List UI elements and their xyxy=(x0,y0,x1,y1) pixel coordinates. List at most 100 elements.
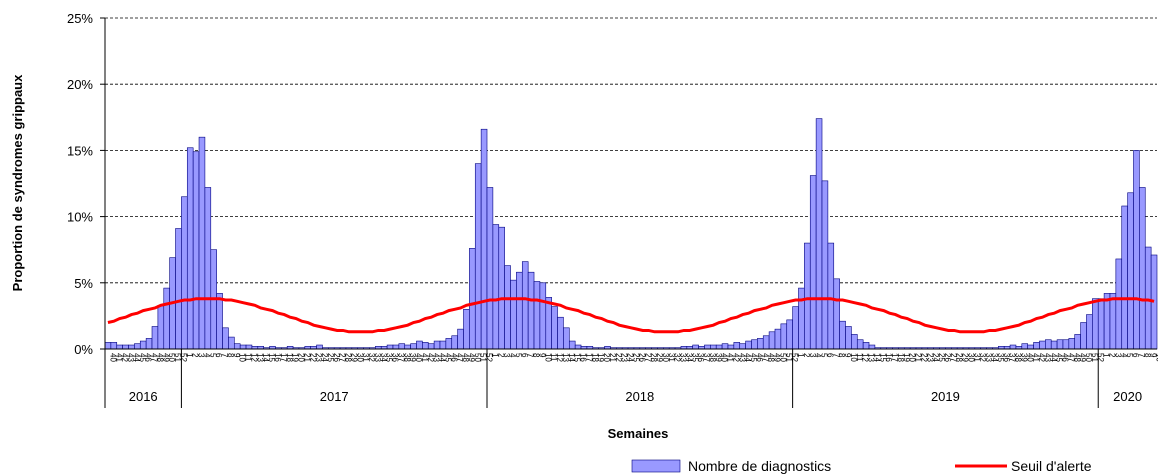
bar xyxy=(204,187,212,350)
bar xyxy=(198,136,206,350)
legend-label: Nombre de diagnostics xyxy=(688,458,831,474)
bar xyxy=(774,328,782,350)
legend-label: Seuil d'alerte xyxy=(1011,458,1092,474)
x-tick-label: 13 xyxy=(867,353,876,362)
bar xyxy=(433,340,441,350)
x-tick-label: 25 xyxy=(326,353,335,362)
bar xyxy=(533,281,541,350)
x-tick-label: 4 xyxy=(202,353,211,358)
bar xyxy=(134,343,141,350)
x-tick-label: 41 xyxy=(1031,353,1040,362)
bar xyxy=(751,339,758,350)
year-label: 2019 xyxy=(931,389,960,404)
bar xyxy=(1127,192,1134,350)
x-tick-label: 16 xyxy=(579,353,588,362)
bar xyxy=(551,306,558,350)
x-tick-label: 15 xyxy=(573,353,582,362)
x-tick-label: 43 xyxy=(1043,353,1052,362)
x-tick-label: 46 xyxy=(449,353,458,362)
bar xyxy=(233,343,241,350)
x-tick-label: 28 xyxy=(649,353,658,362)
x-tick-label: 50 xyxy=(778,353,787,362)
y-tick-label: 15% xyxy=(67,143,93,158)
x-tick-label: 44 xyxy=(743,353,752,362)
x-tick-label: 2 xyxy=(802,353,811,358)
bar xyxy=(733,342,741,350)
x-tick-label: 44 xyxy=(132,353,141,362)
x-tick-label: 49 xyxy=(1078,353,1087,362)
x-tick-label: 10 xyxy=(849,353,858,362)
alert-line xyxy=(107,297,1155,334)
x-tick-label: 48 xyxy=(1072,353,1081,362)
bar xyxy=(809,175,817,350)
x-tick-label: 52 xyxy=(179,353,188,362)
x-tick-label: 52 xyxy=(790,353,799,362)
x-tick-label: 2 xyxy=(1108,353,1117,358)
x-tick-label: 49 xyxy=(161,353,170,362)
x-tick-label: 31 xyxy=(361,353,370,362)
x-tick-label: 22 xyxy=(614,353,623,362)
x-tick-label: 26 xyxy=(943,353,952,362)
x-tick-label: 3 xyxy=(197,353,206,358)
x-tick-label: 19 xyxy=(596,353,605,362)
bar xyxy=(715,344,723,350)
x-tick-label: 10 xyxy=(238,353,247,362)
bar xyxy=(480,128,488,350)
x-tick-label: 27 xyxy=(643,353,652,362)
x-tick-label: 41 xyxy=(114,353,123,362)
x-tick-label: 43 xyxy=(737,353,746,362)
x-tick-label: 38 xyxy=(1014,353,1023,362)
x-tick-label: 40 xyxy=(1025,353,1034,362)
x-tick-label: 26 xyxy=(332,353,341,362)
x-tick-label: 9 xyxy=(843,353,852,358)
bar xyxy=(398,343,406,350)
bar xyxy=(1109,293,1117,350)
bar xyxy=(245,344,253,350)
x-tick-label: 47 xyxy=(761,353,770,362)
bar xyxy=(792,306,799,350)
bar xyxy=(1133,150,1140,350)
bar xyxy=(1027,344,1034,350)
bar xyxy=(1021,343,1029,350)
x-tick-label: 40 xyxy=(720,353,729,362)
x-tick-label: 8 xyxy=(226,353,235,358)
bar xyxy=(745,340,752,350)
x-tick-label: 32 xyxy=(367,353,376,362)
bar xyxy=(451,335,458,350)
bar xyxy=(427,343,435,350)
bar xyxy=(439,340,447,350)
x-tick-label: 47 xyxy=(455,353,464,362)
x-tick-label: 12 xyxy=(555,353,564,362)
bar xyxy=(1144,246,1152,350)
bar xyxy=(827,242,835,350)
bar xyxy=(186,147,194,350)
x-tick-label: 21 xyxy=(302,353,311,362)
x-tick-label: 14 xyxy=(261,353,270,362)
bar xyxy=(239,344,247,350)
bar xyxy=(1050,340,1058,350)
x-tick-label: 20 xyxy=(297,353,306,362)
x-tick-label: 4 xyxy=(1119,353,1128,358)
x-tick-label: 44 xyxy=(438,353,447,362)
x-tick-label: 30 xyxy=(355,353,364,362)
x-tick-label: 36 xyxy=(696,353,705,362)
x-tick-label: 35 xyxy=(690,353,699,362)
x-tick-label: 45 xyxy=(138,353,147,362)
x-tick-label: 43 xyxy=(126,353,135,362)
bar xyxy=(316,344,323,350)
x-tick-label: 38 xyxy=(402,353,411,362)
x-tick-label: 8 xyxy=(837,353,846,358)
x-tick-label: 37 xyxy=(702,353,711,362)
x-tick-label: 46 xyxy=(1061,353,1070,362)
bar xyxy=(1092,298,1099,350)
x-tick-label: 31 xyxy=(667,353,676,362)
bar xyxy=(839,320,846,350)
year-label: 2017 xyxy=(320,389,349,404)
x-tick-label: 12 xyxy=(249,353,258,362)
bar xyxy=(1039,340,1046,350)
bar xyxy=(139,340,147,350)
x-tick-label: 19 xyxy=(902,353,911,362)
y-tick-label: 0% xyxy=(74,342,93,357)
bar xyxy=(504,265,511,350)
